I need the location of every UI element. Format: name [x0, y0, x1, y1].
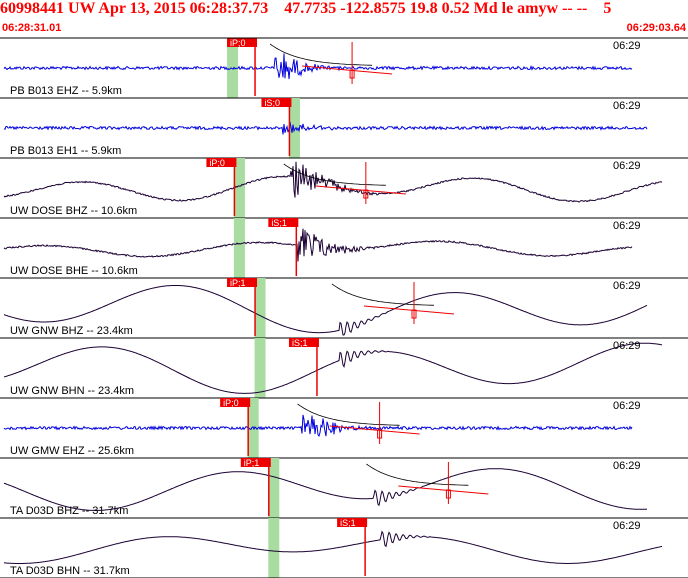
- coda-fit-line: [329, 425, 420, 435]
- trace-waveform: [3, 228, 633, 262]
- pick-label-bg: [220, 398, 251, 407]
- station-label: UW DOSE BHZ -- 10.6km: [10, 205, 137, 217]
- coda-fit-line: [363, 305, 455, 315]
- coda-curve: [366, 463, 469, 486]
- pick-window: [268, 518, 280, 578]
- time-label: 06:29: [613, 40, 641, 52]
- station-label: TA D03D BHZ -- 31.7km: [10, 505, 128, 517]
- time-label: 06:29: [613, 220, 641, 232]
- coda-curve: [269, 43, 373, 66]
- coda-box: [411, 309, 417, 319]
- pick-label-bg: [240, 458, 271, 467]
- station-label: PB B013 EHZ -- 5.9km: [10, 85, 122, 97]
- trace-waveform: [3, 161, 663, 203]
- pick-label-bg: [268, 218, 299, 227]
- pick-label: iS;1: [340, 518, 356, 528]
- trace-waveform: [3, 285, 648, 336]
- time-label: 06:29: [613, 340, 641, 352]
- trace-waveform: [3, 468, 648, 511]
- coda-fit-line: [398, 485, 489, 495]
- trace-waveform: [3, 414, 633, 438]
- station-label: UW GNW BHZ -- 23.4km: [10, 325, 133, 337]
- pick-label-bg: [206, 158, 237, 167]
- coda-fit-line: [315, 185, 406, 195]
- station-label: UW GNW BHN -- 23.4km: [10, 385, 134, 397]
- coda-box: [445, 489, 451, 499]
- trace-waveform: [3, 121, 648, 135]
- time-label: 06:29: [613, 160, 641, 172]
- coda-fit-line: [302, 65, 393, 75]
- time-label: 06:29: [613, 280, 641, 292]
- time-label: 06:29: [613, 100, 641, 112]
- pick-window: [227, 38, 239, 98]
- coda-curve: [283, 163, 386, 186]
- coda-curve: [331, 283, 435, 306]
- coda-box: [377, 429, 383, 439]
- pick-window: [268, 458, 280, 518]
- pick-label: iP;0: [209, 158, 225, 168]
- pick-label-bg: [227, 38, 258, 47]
- time-label: 06:29: [613, 400, 641, 412]
- pick-label: iP;1: [244, 458, 260, 468]
- coda-box: [363, 189, 369, 199]
- trace-waveform: [3, 53, 633, 80]
- pick-window: [233, 158, 245, 218]
- pick-label-bg: [261, 98, 292, 107]
- pick-label: iP;1: [230, 278, 246, 288]
- pick-window: [288, 98, 300, 158]
- station-label: TA D03D BHN -- 31.7km: [10, 565, 130, 577]
- coda-box: [349, 69, 355, 79]
- pick-window: [254, 338, 266, 398]
- end-time: 06:29:03.64: [626, 22, 686, 34]
- pick-window: [233, 218, 245, 278]
- start-time: 06:28:31.01: [2, 22, 62, 34]
- trace-waveform: [3, 530, 663, 564]
- coda-curve: [297, 403, 400, 426]
- pick-label: iS;1: [271, 218, 287, 228]
- pick-label: iS;1: [292, 338, 308, 348]
- pick-label-bg: [227, 278, 258, 287]
- pick-window: [254, 278, 266, 338]
- time-label: 06:29: [613, 460, 641, 472]
- station-label: UW DOSE BHE -- 10.6km: [10, 265, 138, 277]
- pick-label: iP;0: [223, 398, 239, 408]
- pick-label: iS;0: [264, 98, 280, 108]
- station-label: UW GMW EHZ -- 25.6km: [10, 445, 134, 457]
- time-label: 06:29: [613, 520, 641, 532]
- trace-waveform: [3, 342, 663, 394]
- station-label: PB B013 EH1 -- 5.9km: [10, 145, 121, 157]
- pick-label: iP;0: [230, 38, 246, 48]
- pick-label-bg: [337, 518, 368, 527]
- event-title: 60998441 UW Apr 13, 2015 06:28:37.73 47.…: [0, 0, 612, 17]
- pick-label-bg: [288, 338, 319, 347]
